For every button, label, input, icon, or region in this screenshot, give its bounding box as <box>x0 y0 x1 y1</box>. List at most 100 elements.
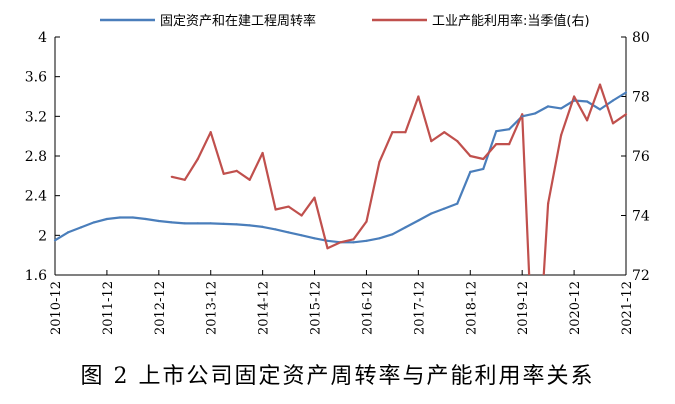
data-point-capacity <box>274 208 277 211</box>
data-point-turnover <box>53 239 57 242</box>
data-point-capacity <box>352 238 355 241</box>
series-line-capacity <box>171 83 626 275</box>
series-line-turnover <box>55 91 626 244</box>
data-point-turnover <box>456 202 459 205</box>
data-point-turnover <box>157 219 160 223</box>
data-point-capacity <box>300 214 303 217</box>
data-point-turnover <box>183 222 186 225</box>
data-point-capacity <box>248 178 251 181</box>
left-tick-label: 1.6 <box>25 268 47 284</box>
data-point-capacity <box>313 196 316 199</box>
plot-frame <box>54 37 627 276</box>
data-point-turnover <box>131 216 134 219</box>
data-point-turnover <box>495 130 498 133</box>
legend-label-capacity: 工业产能利用率:当季值(右) <box>432 13 590 29</box>
data-point-turnover <box>598 108 602 111</box>
data-point-turnover <box>235 223 238 226</box>
data-point-turnover <box>391 233 394 236</box>
data-point-capacity <box>287 205 290 208</box>
data-point-turnover <box>274 228 277 231</box>
data-point-capacity <box>521 113 524 116</box>
left-tick-label: 3.6 <box>25 70 47 86</box>
data-point-turnover <box>170 221 173 224</box>
data-point-turnover <box>287 231 290 234</box>
data-point-turnover <box>66 231 70 234</box>
x-tick-label: 2017-12 <box>412 281 427 335</box>
series-points-turnover <box>53 91 628 244</box>
data-point-turnover <box>443 207 446 210</box>
x-tick-label: 2014-12 <box>257 281 272 335</box>
right-tick-label: 76 <box>632 149 650 165</box>
data-point-capacity <box>495 143 498 146</box>
data-point-turnover <box>430 212 433 215</box>
data-point-capacity <box>443 131 446 134</box>
data-point-turnover <box>482 167 485 170</box>
left-tick-label: 3.2 <box>25 109 47 125</box>
data-point-capacity <box>624 113 628 116</box>
data-point-turnover <box>352 241 355 244</box>
data-point-turnover <box>508 128 511 131</box>
data-point-turnover <box>586 100 589 103</box>
data-point-turnover <box>624 91 628 94</box>
legend: 固定资产和在建工程周转率 工业产能利用率:当季值(右) <box>100 13 590 29</box>
right-axis-ticks: 72 74 76 78 80 <box>621 30 650 284</box>
data-point-turnover <box>222 222 225 225</box>
data-point-turnover <box>417 219 420 222</box>
data-point-capacity <box>456 140 459 143</box>
x-axis-ticks: 2010-12 2011-12 2012-12 2013-12 2014-12 2015-… <box>49 270 635 335</box>
data-point-turnover <box>105 217 108 221</box>
data-point-turnover <box>534 112 537 115</box>
series-points-capacity <box>170 83 628 250</box>
right-tick-label: 80 <box>632 30 650 46</box>
data-point-turnover <box>209 222 212 225</box>
left-axis-ticks: 1.6 2 2.4 2.8 3.2 3.6 4 <box>25 30 60 284</box>
data-point-turnover <box>92 221 95 224</box>
data-point-capacity <box>430 140 433 143</box>
x-tick-label: 2016-12 <box>360 281 375 335</box>
data-point-turnover <box>118 216 121 219</box>
data-point-capacity <box>326 247 329 250</box>
data-point-capacity <box>365 220 368 223</box>
right-tick-label: 78 <box>632 90 650 106</box>
data-point-turnover <box>300 234 303 237</box>
data-point-capacity <box>170 175 173 178</box>
data-point-turnover <box>547 105 550 108</box>
left-tick-label: 2.8 <box>25 149 47 165</box>
x-tick-label: 2018-12 <box>464 281 479 335</box>
data-point-turnover <box>611 99 615 102</box>
data-point-capacity <box>417 95 420 98</box>
data-point-capacity <box>391 131 394 134</box>
data-point-turnover <box>313 237 316 240</box>
data-point-turnover <box>79 226 83 229</box>
x-tick-label: 2010-12 <box>49 281 64 335</box>
data-point-turnover <box>196 222 199 225</box>
data-point-capacity <box>598 83 602 86</box>
data-point-capacity <box>508 143 511 146</box>
x-tick-label: 2019-12 <box>516 281 531 335</box>
data-point-turnover <box>144 217 147 221</box>
data-point-capacity <box>469 154 472 158</box>
data-point-capacity <box>196 157 199 161</box>
figure-caption: 图 2 上市公司固定资产周转率与产能利用率关系 <box>80 364 595 389</box>
data-point-turnover <box>261 225 264 228</box>
left-tick-label: 4 <box>38 30 47 46</box>
data-point-capacity <box>209 131 212 134</box>
data-point-turnover <box>378 237 381 240</box>
data-point-turnover <box>521 115 524 118</box>
plot-series <box>55 83 626 275</box>
data-point-capacity <box>222 172 225 175</box>
data-point-turnover <box>365 239 368 242</box>
x-tick-label: 2020-12 <box>568 281 583 335</box>
x-tick-label: 2021-12 <box>620 281 635 335</box>
data-point-turnover <box>404 226 407 229</box>
data-point-capacity <box>547 202 550 205</box>
data-point-turnover <box>560 107 563 110</box>
data-point-turnover <box>469 170 472 173</box>
data-point-capacity <box>586 119 589 122</box>
x-tick-label: 2013-12 <box>205 281 220 335</box>
data-point-turnover <box>573 99 576 102</box>
data-point-turnover <box>326 239 329 242</box>
data-point-capacity <box>560 134 563 137</box>
data-point-capacity <box>261 151 264 155</box>
